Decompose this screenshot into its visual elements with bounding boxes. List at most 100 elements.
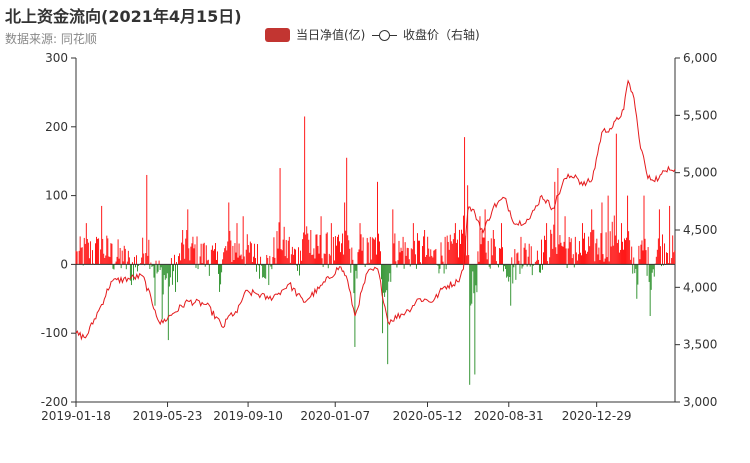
net-value-bar [197,264,199,270]
net-value-bar [210,249,212,265]
net-value-bar [206,260,208,265]
net-value-bar [377,181,378,265]
net-value-bar [492,230,494,265]
net-value-bar [217,251,218,265]
net-value-bar [537,259,539,265]
net-value-bar [224,248,226,265]
net-value-bar [493,238,495,265]
net-value-bar [121,250,123,265]
net-value-bar [425,256,427,265]
net-value-bar [574,236,576,265]
net-value-bar [552,248,554,265]
net-value-bar [562,246,564,265]
net-value-bar [384,264,386,297]
net-value-bar [85,223,87,265]
net-value-bar [595,243,597,265]
net-value-bar [273,237,275,265]
net-value-bar [408,259,410,265]
net-value-bar [152,264,154,266]
net-value-bar [291,246,293,265]
net-value-bar [525,249,527,265]
net-value-bar [564,216,566,265]
net-value-bar [264,264,266,279]
net-value-bar [599,260,601,265]
net-value-bar [647,247,649,265]
net-value-bar [583,238,584,265]
net-value-bar [147,255,149,265]
net-value-bar [590,232,592,265]
net-value-bar [606,257,608,265]
net-value-bar [373,239,375,265]
net-value-bar [392,209,394,265]
net-value-bar [151,264,153,267]
net-value-bar [250,243,252,265]
net-value-bar [187,209,189,265]
net-value-bar [80,247,82,265]
right-axis-tick-label: 3,000 [683,395,717,409]
net-value-bar [123,245,125,265]
net-value-bar [92,250,93,265]
net-value-bar [86,239,88,265]
net-value-bar [402,236,404,265]
net-value-bar [481,230,483,265]
net-value-bar [455,242,457,265]
net-value-bar [596,238,598,265]
net-value-bar [532,264,534,266]
net-value-bar [161,264,163,320]
net-value-bar [345,230,347,265]
net-value-bar [572,254,574,265]
net-value-bar [550,229,552,265]
net-value-bar [594,261,596,265]
net-value-bar [322,264,324,268]
net-value-bar [381,264,383,280]
net-value-bar [667,253,669,265]
net-value-bar [613,215,615,265]
net-value-bar [426,255,428,265]
net-value-bar [568,236,570,265]
net-value-bar [544,235,546,265]
net-value-bar [631,246,633,265]
net-value-bar [505,264,507,269]
net-value-bar [168,264,170,287]
net-value-bar [190,246,192,265]
net-value-bar [84,243,86,265]
net-value-bar [434,249,436,265]
net-value-bar [575,252,577,265]
x-axis-tick-label: 2020-05-12 [393,409,463,423]
net-value-bar [141,257,143,265]
net-value-bar [674,250,676,265]
net-value-bar [560,242,562,265]
net-value-bar [666,252,668,265]
net-value-bar [375,254,377,265]
net-value-bar [656,249,658,265]
net-value-bar [220,264,222,285]
net-value-bar [478,261,480,265]
net-value-bar [515,264,517,280]
net-value-bar [610,246,612,265]
net-value-bar [233,260,235,265]
net-value-bar [456,239,458,265]
net-value-bar [242,216,244,265]
net-value-bar [259,264,261,279]
net-value-bar [335,245,337,265]
net-value-bar [648,264,650,282]
net-value-bar [237,257,239,265]
net-value-bar [487,240,489,265]
net-value-bar [328,253,330,265]
net-value-bar [230,240,232,265]
net-value-bar [133,264,134,281]
net-value-bar [628,231,630,265]
net-value-bar [166,264,168,274]
net-value-bar [176,262,177,265]
net-value-bar [601,202,603,265]
net-value-bar [278,222,280,265]
net-value-bar [83,237,85,265]
net-value-bar [300,250,302,265]
net-value-bar [470,264,472,306]
net-value-bar [411,249,413,265]
net-value-bar [159,264,161,271]
net-value-bar [171,264,173,285]
legend-item-net-value[interactable]: 当日净值(亿) [265,26,365,43]
legend-item-close-price[interactable]: 收盘价（右轴) [372,26,480,43]
